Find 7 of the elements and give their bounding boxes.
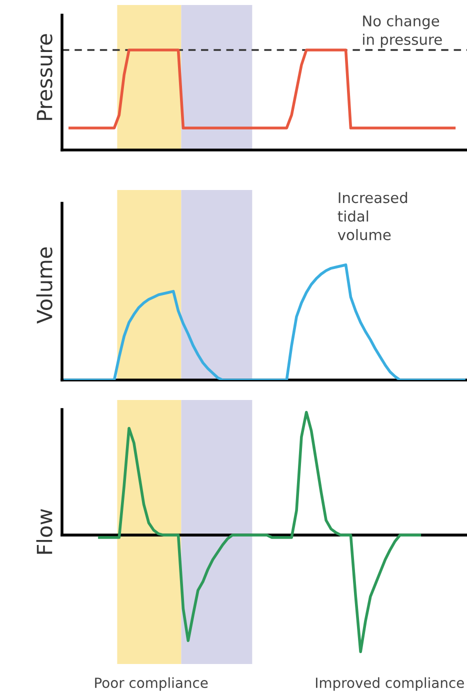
text: Increased tidal volume — [338, 192, 408, 240]
y-axis-title: Flow — [36, 509, 52, 554]
text: Poor compliance — [95, 677, 208, 691]
text: Improved compliance — [316, 677, 464, 691]
y-axis-title: Volume — [36, 247, 52, 324]
text: No change in pressure — [363, 15, 442, 48]
y-axis-title: Pressure — [36, 34, 52, 120]
